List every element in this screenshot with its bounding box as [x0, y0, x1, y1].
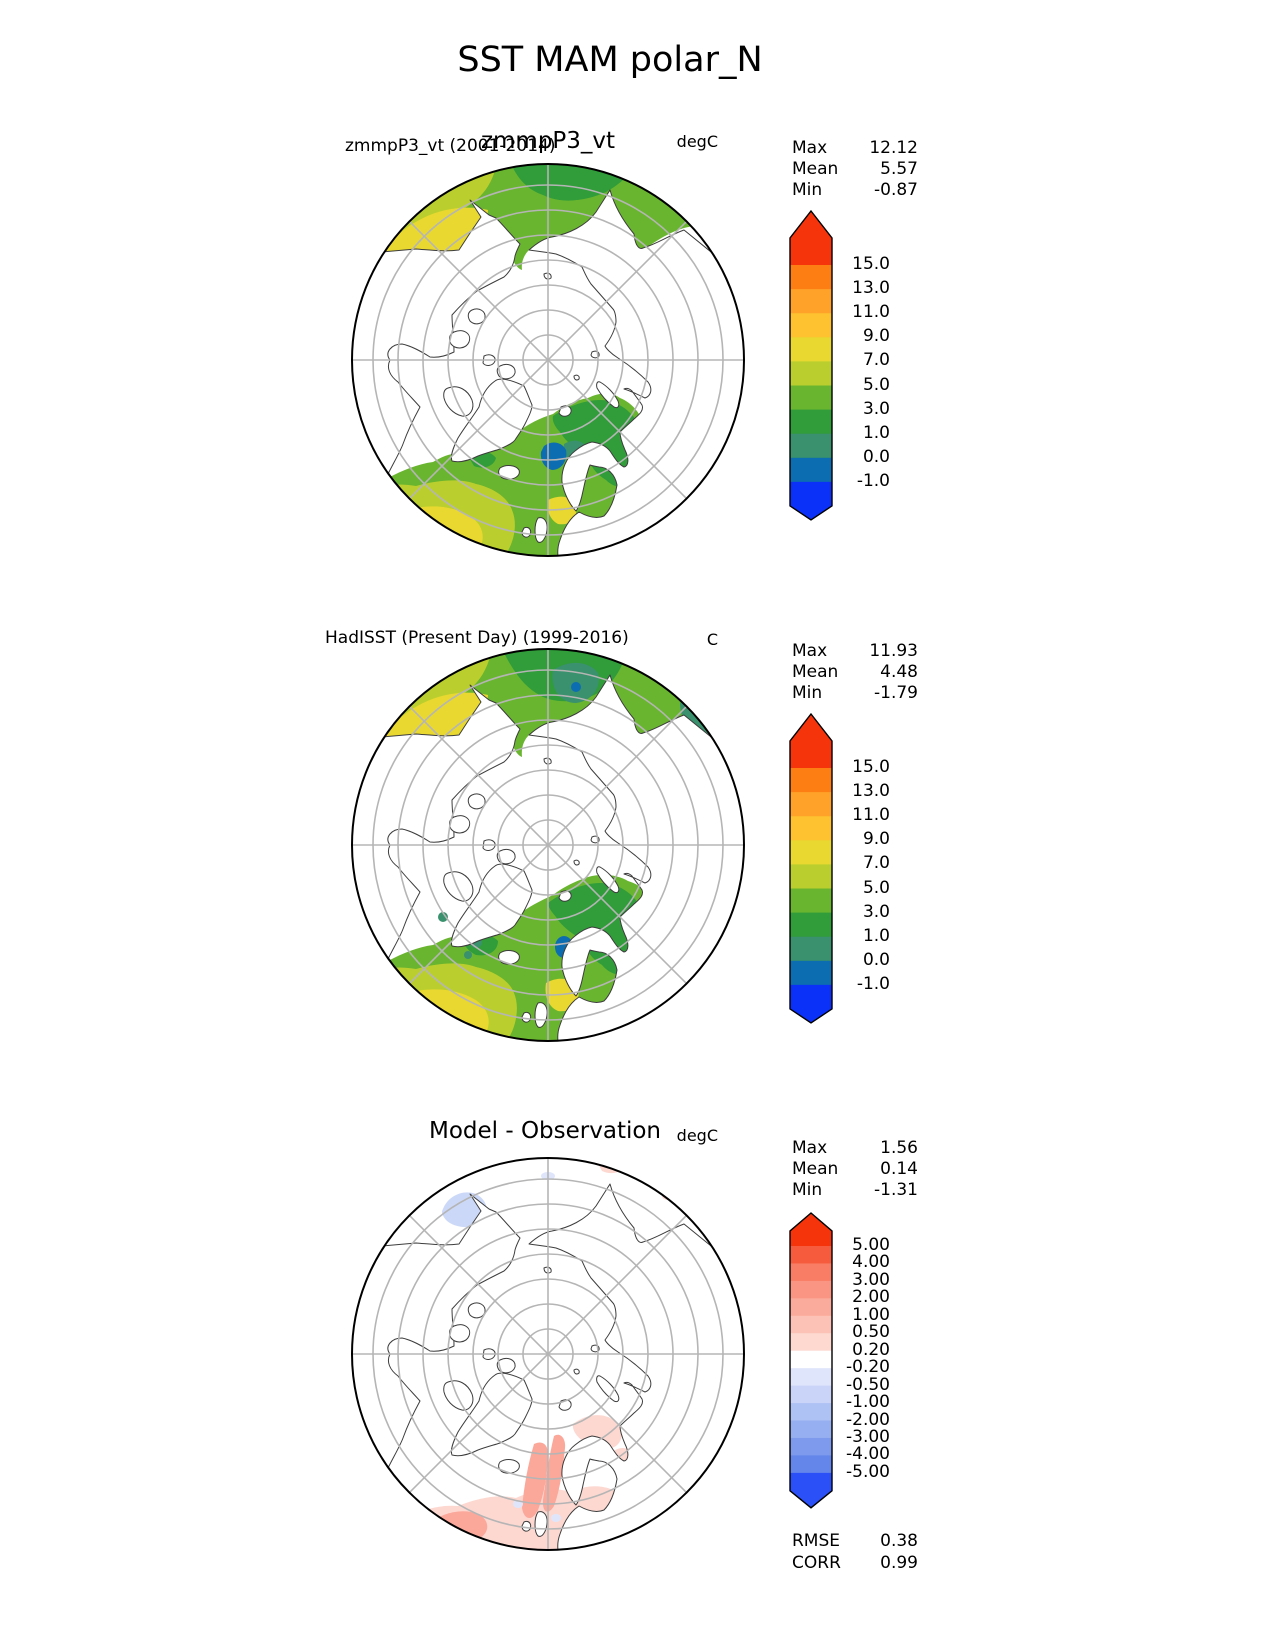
panel3-stat-corr: CORR 0.99: [792, 1553, 918, 1573]
panel2-stat-min: Min -1.79: [792, 683, 918, 703]
colorbar: [789, 1212, 833, 1509]
map-model: [351, 163, 745, 557]
colorbar-tick: 0.0: [862, 446, 890, 467]
panel3-stat-min: Min -1.31: [792, 1180, 918, 1200]
colorbar-tick: 1.0: [862, 925, 890, 946]
colorbar-tick: 9.0: [862, 326, 890, 347]
panel2-stat-mean: Mean 4.48: [792, 662, 918, 682]
colorbar-tick: -1.00: [846, 1392, 890, 1413]
colorbar-tick: 13.0: [852, 781, 890, 802]
panel3-units: degC: [676, 1126, 718, 1145]
colorbar-tick: 2.00: [852, 1287, 890, 1308]
colorbar-tick: 0.0: [862, 949, 890, 970]
panel1-stat-mean: Mean 5.57: [792, 159, 918, 179]
panel1-stat-max: Max 12.12: [792, 138, 918, 158]
panel3-stat-rmse: RMSE 0.38: [792, 1531, 918, 1551]
colorbar-tick: 15.0: [852, 757, 890, 777]
colorbar-tick: -3.00: [846, 1426, 890, 1447]
panel1-overlay-title: zmmpP3_vt: [480, 128, 616, 154]
colorbar-tick: -5.00: [846, 1461, 890, 1482]
colorbar-tick: 11.0: [852, 302, 890, 323]
panel2-stat-max: Max 11.93: [792, 641, 918, 661]
colorbar-tick: 15.0: [852, 254, 890, 274]
panel3-stat-mean: Mean 0.14: [792, 1159, 918, 1179]
colorbar-tick: 11.0: [852, 805, 890, 826]
colorbar-tick: 13.0: [852, 278, 890, 299]
colorbar-tick: -0.20: [846, 1357, 890, 1378]
panel3-title: Model - Observation: [428, 1118, 662, 1144]
colorbar-tick: -4.00: [846, 1444, 890, 1465]
panel2-title: HadISST (Present Day) (1999-2016): [325, 628, 629, 648]
colorbar-tick: 0.50: [852, 1322, 890, 1343]
colorbar-tick: 0.20: [852, 1339, 890, 1360]
page-title: SST MAM polar_N: [457, 40, 763, 80]
colorbar-tick: 5.00: [852, 1235, 890, 1255]
colorbar-tick: 7.0: [862, 853, 890, 874]
colorbar-tick: 9.0: [862, 829, 890, 850]
colorbar: [789, 209, 833, 521]
colorbar-tick: 1.0: [862, 422, 890, 443]
panel1-title: zmmpP3_vt (2001-2014): [345, 136, 556, 156]
panel2-units: C: [706, 630, 718, 649]
map-difference: [351, 1157, 745, 1551]
colorbar-tick: -0.50: [846, 1374, 890, 1395]
colorbar-tick: 3.0: [862, 901, 890, 922]
colorbar-tick: 5.0: [862, 374, 890, 395]
panel1-units: degC: [676, 132, 718, 151]
colorbar-tick: 3.0: [862, 398, 890, 419]
colorbar-tick: 4.00: [852, 1252, 890, 1273]
colorbar-tick: 3.00: [852, 1269, 890, 1290]
colorbar: [789, 712, 833, 1024]
colorbar-tick: 1.00: [852, 1304, 890, 1325]
panel1-stat-min: Min -0.87: [792, 180, 918, 200]
panel3-stat-max: Max 1.56: [792, 1138, 918, 1158]
map-observation: [351, 648, 745, 1042]
colorbar-tick: 5.0: [862, 877, 890, 898]
colorbar-tick: -1.0: [856, 470, 890, 491]
colorbar-tick: 7.0: [862, 350, 890, 371]
colorbar-tick: -1.0: [856, 973, 890, 994]
colorbar-tick: -2.00: [846, 1409, 890, 1430]
